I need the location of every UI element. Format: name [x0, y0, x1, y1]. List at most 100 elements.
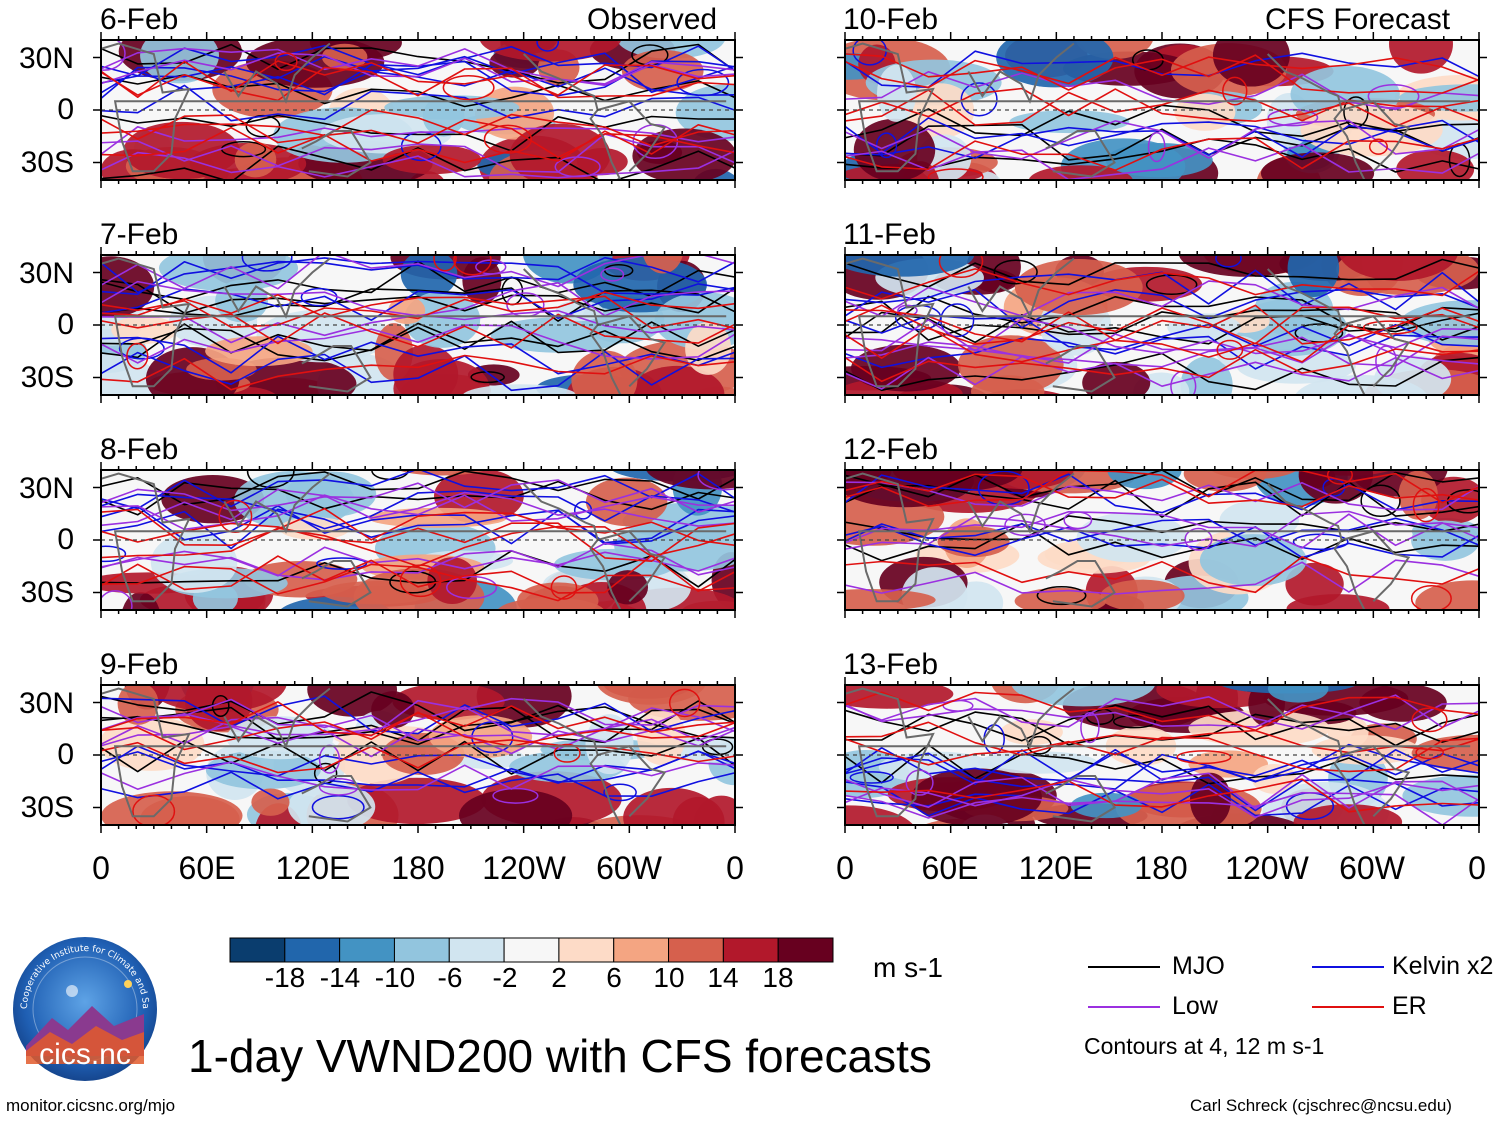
field-layer — [845, 685, 1479, 825]
contour-er — [101, 291, 735, 328]
contour-loop — [101, 40, 126, 71]
colorbar-tick-label: 10 — [653, 962, 685, 993]
contour-loop — [1222, 76, 1248, 106]
contour-loop — [453, 255, 492, 276]
contour-loop — [1063, 511, 1093, 530]
contour-kelvin-x2 — [101, 257, 735, 296]
coastline — [223, 42, 331, 104]
contour-er — [101, 60, 735, 98]
lat-label: 30S — [20, 791, 74, 824]
field-layer — [101, 255, 735, 395]
coastline — [1266, 698, 1366, 825]
contour-low — [845, 333, 1479, 367]
contour-er — [845, 324, 1479, 363]
anomaly-blob — [562, 824, 578, 825]
contour-low — [845, 511, 1479, 549]
lon-label: 120W — [1225, 850, 1309, 886]
coastline — [223, 687, 331, 749]
lat-label: 30S — [20, 361, 74, 394]
contour-kelvin-x2 — [845, 525, 1479, 559]
lon-label: 0 — [726, 850, 744, 886]
contour-loop — [1112, 714, 1157, 729]
anomaly-blob — [1298, 470, 1336, 489]
contour-low — [101, 697, 735, 737]
lat-label: 0 — [57, 738, 74, 771]
anomaly-blob — [1028, 165, 1133, 180]
colorbar-tick-label: 6 — [606, 962, 622, 993]
contour-low — [845, 510, 1479, 551]
contour-er — [845, 556, 1479, 594]
contour-loop — [697, 470, 735, 491]
contour-low — [845, 481, 1479, 511]
coastline — [845, 687, 1471, 818]
anomaly-blob — [1402, 774, 1479, 817]
contour-kelvin-x2 — [845, 752, 1479, 790]
anomaly-blob — [397, 470, 487, 476]
panel-date-label: 13-Feb — [843, 648, 939, 681]
anomaly-blob — [1188, 750, 1269, 778]
colorbar-swatch — [448, 937, 505, 963]
lat-label: 30N — [18, 42, 74, 75]
map-panel — [837, 32, 1487, 188]
contour-mjo — [101, 706, 735, 746]
anomaly-blob — [845, 589, 936, 610]
panel-date-label: 7-Feb — [100, 218, 179, 251]
contour-loop — [1036, 585, 1087, 606]
contour-er — [845, 473, 1479, 508]
contour-kelvin-x2 — [845, 517, 1479, 547]
anomaly-blob — [675, 84, 735, 141]
coastline — [301, 345, 372, 393]
contour-loop — [101, 590, 133, 610]
contour-mjo — [845, 522, 1479, 562]
contour-loop — [600, 267, 625, 282]
contour-loop — [554, 156, 601, 178]
lon-label: 0 — [92, 850, 110, 886]
lat-label: 0 — [57, 308, 74, 341]
contour-loop — [1412, 487, 1440, 523]
anomaly-blob — [251, 788, 290, 816]
contour-mjo — [845, 744, 1479, 785]
anomaly-blob — [233, 470, 355, 530]
panel-date-label: 6-Feb — [100, 3, 179, 36]
contour-low — [101, 761, 735, 791]
contour-low — [845, 559, 1479, 595]
colorbar-tick-label: -14 — [319, 962, 361, 993]
contour-loop — [668, 688, 701, 718]
field-layer — [101, 685, 735, 825]
contour-low — [101, 714, 735, 755]
coastline — [967, 687, 1075, 749]
anomaly-blob — [607, 570, 649, 605]
contour-low — [101, 488, 735, 527]
anomaly-blob — [322, 581, 432, 605]
coastline — [597, 745, 667, 818]
coastline — [967, 257, 1075, 319]
lat-label: 30N — [18, 687, 74, 720]
field-layer — [101, 470, 735, 610]
map-panel — [93, 247, 743, 403]
contour-er — [845, 736, 1479, 773]
contour-kelvin-x2 — [845, 749, 1479, 785]
anomaly-blob — [490, 317, 628, 353]
contour-loop — [875, 132, 898, 159]
coastline — [1045, 130, 1116, 178]
contour-mjo — [101, 322, 735, 362]
colorbar-tick-label: -18 — [264, 962, 306, 993]
field-layer — [845, 470, 1479, 610]
contour-loop — [536, 40, 560, 52]
coastline — [967, 472, 1075, 534]
anomaly-blob — [101, 353, 159, 395]
contour-kelvin-x2 — [845, 117, 1479, 154]
contour-er — [845, 348, 1479, 383]
contour-low — [101, 705, 735, 736]
contour-low — [845, 702, 1479, 731]
contour-er — [101, 312, 735, 349]
panel-date-label: 12-Feb — [843, 433, 939, 466]
anomaly-blob — [1014, 259, 1143, 316]
lon-label: 120W — [482, 850, 566, 886]
contour-loop — [1360, 484, 1401, 518]
contour-kelvin-x2 — [845, 334, 1479, 370]
coastline — [301, 130, 372, 178]
anomaly-blob — [1287, 255, 1340, 298]
coastline — [522, 698, 622, 825]
